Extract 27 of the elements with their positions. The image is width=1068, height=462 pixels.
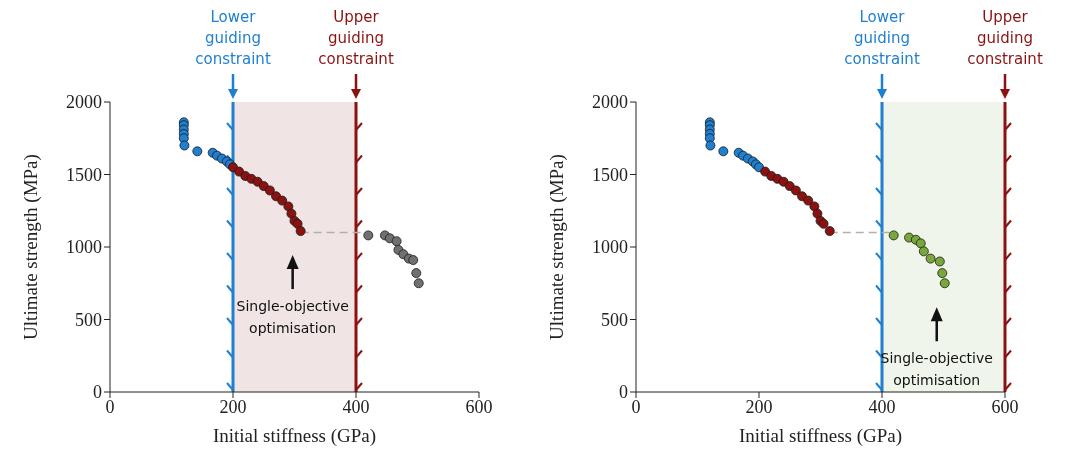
y-tick-label: 1000 <box>66 237 102 258</box>
x-tick-label: 400 <box>342 396 370 417</box>
x-tick-label: 400 <box>868 396 896 417</box>
x-tick-label: 0 <box>631 396 641 417</box>
y-axis-title: Ultimate strength (MPa) <box>19 154 42 340</box>
ref-line-label: Upper guiding constraint <box>318 8 394 68</box>
y-tick-label: 500 <box>75 309 102 330</box>
x-tick-label: 0 <box>105 396 115 417</box>
y-tick-label: 1500 <box>66 164 102 185</box>
annotation: Single-objective optimisation <box>236 298 349 337</box>
x-tick-label: 200 <box>219 396 247 417</box>
x-axis-title: Initial stiffness (GPa) <box>738 425 903 447</box>
y-tick-label: 2000 <box>66 92 102 113</box>
y-tick-label: 0 <box>619 382 628 403</box>
ref-line-label: Lower guiding constraint <box>844 8 920 68</box>
y-tick-label: 1000 <box>592 237 628 258</box>
x-tick-label: 600 <box>465 396 493 417</box>
y-axis-title: Ultimate strength (MPa) <box>545 154 568 340</box>
ref-line-label: Lower guiding constraint <box>195 8 271 68</box>
ref-line-label: Upper guiding constraint <box>967 8 1043 68</box>
y-tick-label: 0 <box>93 382 102 403</box>
x-axis-title: Initial stiffness (GPa) <box>212 425 377 447</box>
x-tick-label: 600 <box>991 396 1019 417</box>
y-tick-label: 500 <box>601 309 628 330</box>
y-tick-label: 2000 <box>592 92 628 113</box>
x-tick-label: 200 <box>745 396 773 417</box>
y-tick-label: 1500 <box>592 164 628 185</box>
